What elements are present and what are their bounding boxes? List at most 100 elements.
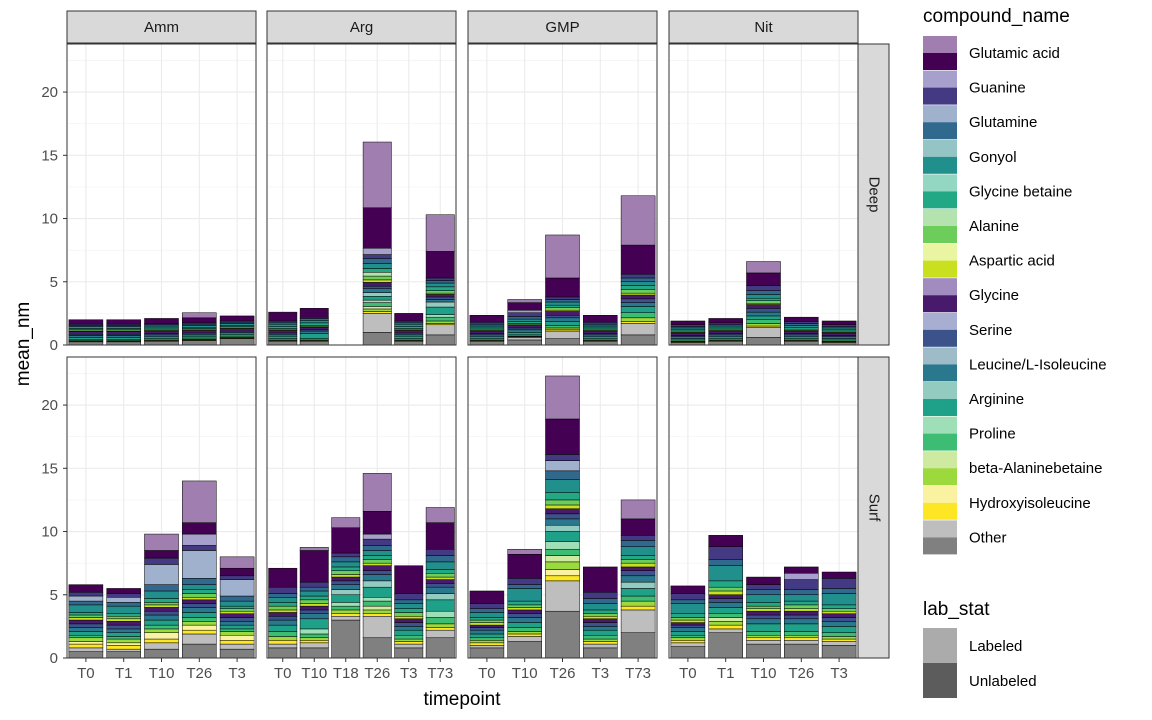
- bar-segment-leucine-l-isoleucine-unlabeled: [219, 621, 255, 626]
- legend-swatch-labeled: [923, 382, 957, 399]
- bar-segment-guanine-unlabeled: [507, 312, 542, 317]
- bar-segment-alanine-unlabeled: [425, 573, 455, 578]
- bar-segment-glutamic-acid-unlabeled: [362, 207, 392, 249]
- legend-swatch-labeled: [923, 451, 957, 469]
- bar-segment-glycine-betaine-unlabeled: [670, 613, 706, 618]
- bar-segment-leucine-l-isoleucine-unlabeled: [821, 336, 857, 339]
- bar-segment-other-unlabeled: [219, 648, 255, 659]
- legend-swatch: [923, 628, 957, 663]
- legend-item-gonyol: Gonyol: [923, 139, 1017, 174]
- bar-segment-serine-unlabeled: [620, 298, 656, 303]
- bar-amm-surf-t26: [182, 480, 217, 659]
- bar-segment-glycine-betaine-unlabeled: [299, 322, 329, 326]
- x-tick-label: T1: [717, 665, 735, 682]
- bar-segment-arginine-unlabeled: [362, 586, 392, 598]
- bar-segment-alanine-unlabeled: [821, 608, 857, 612]
- bar-segment-gonyol-unlabeled: [182, 325, 217, 328]
- bar-segment-other-unlabeled: [144, 648, 179, 659]
- bar-segment-leucine-l-isoleucine-unlabeled: [708, 602, 743, 608]
- y-tick-label: 15: [41, 147, 58, 164]
- bar-segment-aspartic-acid-unlabeled: [620, 562, 656, 568]
- bar-segment-glycine-unlabeled: [708, 594, 743, 599]
- bar-segment-other-unlabeled: [620, 632, 656, 659]
- bar-segment-aspartic-acid-unlabeled: [583, 616, 618, 620]
- bar-segment-guanine-unlabeled: [583, 591, 618, 599]
- bar-segment-proline-labeled: [425, 314, 455, 318]
- x-tick-label: T26: [364, 665, 390, 682]
- bar-segment-proline-unlabeled: [219, 628, 255, 632]
- bar-segment-guanine-labeled: [362, 248, 392, 255]
- bar-segment-beta-alaninebetaine-unlabeled: [746, 634, 781, 639]
- legend-item-glycine: Glycine: [923, 278, 1019, 313]
- bar-segment-gonyol-unlabeled: [507, 318, 542, 322]
- bar-segment-glutamic-acid-unlabeled: [182, 317, 217, 324]
- bar-segment-glutamic-acid-labeled: [545, 234, 580, 279]
- legend-item-hydroxyisoleucine: Hydroxyisoleucine: [923, 485, 1091, 520]
- bar-segment-other-unlabeled: [394, 340, 424, 346]
- bar-segment-other-labeled: [425, 324, 455, 336]
- bar-segment-glutamine-labeled: [182, 550, 217, 579]
- bar-segment-beta-alaninebetaine-unlabeled: [362, 308, 392, 312]
- bar-segment-glutamic-acid-unlabeled: [268, 567, 298, 588]
- bar-segment-aspartic-acid-unlabeled: [331, 574, 361, 578]
- legend-label: Glutamic acid: [969, 45, 1060, 62]
- bar-segment-hydroxyisoleucine-unlabeled: [708, 624, 743, 630]
- bar-segment-serine-unlabeled: [746, 614, 781, 620]
- bar-segment-beta-alaninebetaine-labeled: [708, 617, 743, 622]
- bar-segment-glycine-betaine-unlabeled: [469, 617, 505, 621]
- legend-item-other: Other: [923, 520, 1007, 555]
- bar-gmp-surf-t10: [507, 548, 542, 659]
- bar-arg-deep-t3: [394, 313, 424, 346]
- bar-segment-gonyol-unlabeled: [68, 604, 104, 613]
- bar-segment-arginine-unlabeled: [182, 612, 217, 618]
- bar-segment-hydroxyisoleucine-unlabeled: [299, 640, 329, 644]
- bar-segment-glutamine-unlabeled: [182, 578, 217, 585]
- bar-segment-leucine-l-isoleucine-unlabeled: [469, 334, 505, 338]
- bar-segment-alanine-unlabeled: [708, 586, 743, 592]
- legend-swatch-unlabeled: [923, 502, 957, 520]
- bar-segment-leucine-l-isoleucine-unlabeled: [362, 288, 392, 293]
- bar-arg-surf-t10: [299, 547, 329, 659]
- bar-segment-glutamic-acid-unlabeled: [219, 315, 255, 322]
- bar-nit-surf-t10: [746, 576, 781, 659]
- bar-arg-surf-t3: [394, 565, 424, 659]
- bar-segment-guanine-unlabeled: [425, 277, 455, 281]
- bar-segment-other-unlabeled: [425, 334, 455, 346]
- panel-gmp-deep: [467, 43, 658, 346]
- bar-segment-gonyol-unlabeled: [670, 603, 706, 614]
- bar-segment-other-unlabeled: [469, 647, 505, 659]
- bar-segment-glutamine-unlabeled: [469, 608, 505, 613]
- bar-segment-hydroxyisoleucine-unlabeled: [746, 637, 781, 641]
- bar-segment-arginine-unlabeled: [746, 315, 781, 320]
- bar-segment-glycine-unlabeled: [620, 294, 656, 300]
- bar-segment-serine-unlabeled: [299, 609, 329, 614]
- bar-segment-guanine-unlabeled: [784, 579, 819, 590]
- bar-segment-beta-alaninebetaine-unlabeled: [469, 640, 505, 644]
- bar-segment-glutamic-acid-unlabeled: [299, 550, 329, 583]
- bar-segment-glutamic-acid-unlabeled: [670, 320, 706, 326]
- x-tick-label: T10: [512, 665, 538, 682]
- bar-segment-arginine-labeled: [425, 301, 455, 308]
- bar-segment-glutamine-labeled: [68, 595, 104, 602]
- bar-segment-arginine-unlabeled: [331, 594, 361, 603]
- bar-segment-glycine-unlabeled: [144, 330, 179, 334]
- bar-segment-other-unlabeled: [144, 340, 179, 346]
- bar-segment-beta-alaninebetaine-unlabeled: [784, 634, 819, 639]
- bar-segment-leucine-l-isoleucine-unlabeled: [583, 334, 618, 338]
- bar-segment-glycine-betaine-unlabeled: [784, 600, 819, 606]
- bar-segment-leucine-l-isoleucine-unlabeled: [507, 617, 542, 623]
- bar-segment-hydroxyisoleucine-unlabeled: [362, 311, 392, 314]
- bar-segment-guanine-unlabeled: [620, 535, 656, 541]
- bar-segment-proline-unlabeled: [620, 595, 656, 602]
- bar-amm-surf-t3: [219, 556, 255, 659]
- bar-segment-other-unlabeled: [182, 643, 217, 659]
- bar-segment-serine-unlabeled: [362, 285, 392, 289]
- bar-segment-glycine-unlabeled: [784, 610, 819, 616]
- bar-segment-arginine-unlabeled: [620, 588, 656, 597]
- legend-swatch-unlabeled: [923, 191, 957, 209]
- bar-segment-hydroxyisoleucine-unlabeled: [219, 640, 255, 645]
- bar-segment-alanine-unlabeled: [545, 499, 580, 506]
- legend-item-beta-alaninebetaine: beta-Alaninebetaine: [923, 451, 1102, 486]
- bar-segment-glutamine-unlabeled: [394, 321, 424, 325]
- bar-segment-alanine-unlabeled: [362, 559, 392, 564]
